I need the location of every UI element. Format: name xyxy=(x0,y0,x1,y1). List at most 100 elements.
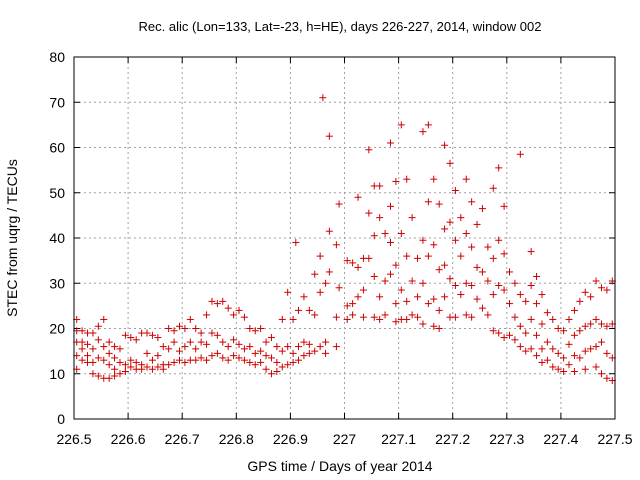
data-point xyxy=(197,354,205,362)
data-point xyxy=(522,347,530,355)
data-point xyxy=(78,356,86,364)
y-tick-label: 70 xyxy=(49,94,65,110)
data-point xyxy=(349,300,357,308)
data-point xyxy=(175,356,183,364)
data-point xyxy=(451,282,459,290)
data-point xyxy=(154,363,162,371)
y-tick-label: 60 xyxy=(49,140,65,156)
x-tick-label: 226.7 xyxy=(165,431,200,447)
data-point xyxy=(311,311,319,319)
data-point xyxy=(565,361,573,369)
data-point xyxy=(587,345,595,353)
data-point xyxy=(111,372,119,380)
x-tick-label: 226.5 xyxy=(56,431,91,447)
data-point xyxy=(246,343,254,351)
data-point xyxy=(441,261,449,269)
data-point xyxy=(127,356,135,364)
data-point xyxy=(435,200,443,208)
data-point xyxy=(300,293,308,301)
data-point xyxy=(84,340,92,348)
data-point xyxy=(397,286,405,294)
x-tick-label: 227 xyxy=(333,431,357,447)
data-point xyxy=(121,331,129,339)
data-point xyxy=(473,295,481,303)
data-point xyxy=(419,320,427,328)
data-point xyxy=(403,315,411,323)
y-tick-labels: 0 10 20 30 40 50 60 70 80 xyxy=(49,49,65,427)
data-point xyxy=(175,322,183,330)
data-point xyxy=(468,282,476,290)
data-point xyxy=(289,349,297,357)
data-point xyxy=(500,202,508,210)
data-point xyxy=(543,338,551,346)
data-point xyxy=(473,220,481,228)
data-point xyxy=(516,291,524,299)
data-point xyxy=(251,327,259,335)
data-point xyxy=(224,343,232,351)
data-point xyxy=(554,325,562,332)
data-point xyxy=(397,229,405,237)
data-point xyxy=(197,329,205,337)
data-point xyxy=(305,349,313,357)
data-point xyxy=(462,175,470,183)
data-point xyxy=(446,275,454,283)
data-point xyxy=(257,347,265,355)
data-point xyxy=(349,311,357,319)
data-point xyxy=(230,352,238,360)
data-point xyxy=(116,358,124,366)
data-point xyxy=(219,354,227,362)
data-point xyxy=(273,343,281,351)
data-point xyxy=(478,268,486,276)
data-point xyxy=(100,315,108,323)
data-point xyxy=(84,352,92,360)
data-point xyxy=(506,300,514,308)
data-point xyxy=(100,343,108,351)
data-point xyxy=(370,313,378,321)
data-point xyxy=(154,334,162,342)
data-point xyxy=(132,358,140,366)
data-point xyxy=(148,356,156,364)
data-point xyxy=(576,297,584,305)
data-point xyxy=(181,343,189,351)
data-point xyxy=(240,313,248,321)
data-point xyxy=(597,370,605,378)
data-point xyxy=(473,263,481,271)
data-point xyxy=(165,361,173,369)
data-point xyxy=(159,343,167,351)
data-point xyxy=(170,327,178,335)
data-point xyxy=(506,331,514,339)
data-point xyxy=(538,291,546,299)
data-point xyxy=(392,177,400,185)
data-point xyxy=(392,300,400,308)
x-tick-label: 226.8 xyxy=(219,431,254,447)
data-point xyxy=(197,338,205,346)
data-point xyxy=(468,313,476,321)
data-point xyxy=(105,361,113,369)
data-point xyxy=(267,370,275,378)
data-point xyxy=(403,252,411,260)
data-point xyxy=(316,343,324,351)
data-point xyxy=(235,306,243,314)
data-point xyxy=(587,320,595,328)
data-point xyxy=(284,361,292,369)
data-point xyxy=(414,254,422,262)
data-point xyxy=(295,306,303,314)
data-point xyxy=(419,279,427,287)
data-point xyxy=(381,311,389,319)
data-point xyxy=(208,329,216,337)
x-tick-label: 227.5 xyxy=(597,431,632,447)
data-point xyxy=(121,367,129,375)
data-point xyxy=(527,345,535,353)
data-point xyxy=(322,338,330,346)
data-point xyxy=(603,374,611,382)
data-point xyxy=(365,254,373,262)
data-point xyxy=(181,358,189,366)
data-point xyxy=(213,300,221,308)
data-point xyxy=(365,146,373,154)
data-point xyxy=(441,141,449,149)
plot-frame xyxy=(73,56,616,420)
data-point xyxy=(262,352,270,360)
data-point xyxy=(484,243,492,251)
